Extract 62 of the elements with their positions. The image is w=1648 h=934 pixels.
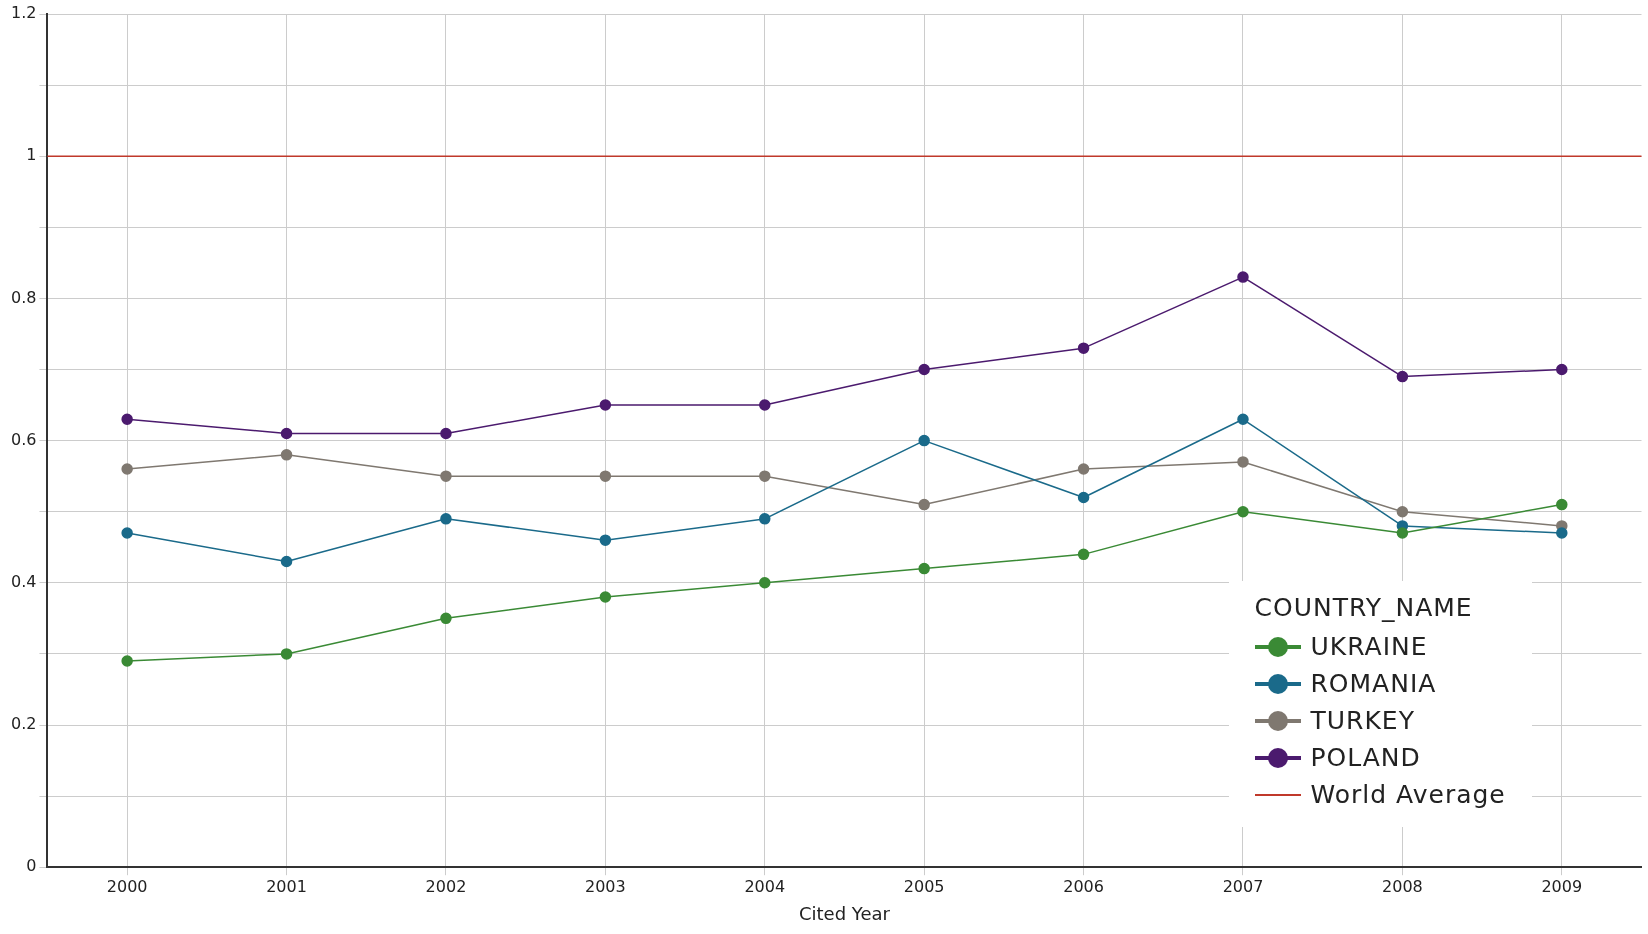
point — [918, 434, 930, 447]
legend-label: ROMANIA — [1310, 669, 1437, 699]
point — [121, 463, 133, 475]
point — [599, 399, 612, 411]
y-tick-label: 0 — [26, 856, 37, 876]
x-tick-label: 2001 — [266, 876, 307, 896]
y-tick-label: 1 — [26, 145, 37, 165]
point — [759, 513, 771, 525]
point — [440, 470, 452, 482]
point — [1237, 413, 1249, 426]
point — [1077, 463, 1090, 475]
point — [1556, 498, 1568, 511]
x-tick-label: 2002 — [425, 876, 467, 896]
point — [280, 555, 293, 568]
point — [1396, 505, 1409, 518]
point — [1396, 370, 1409, 383]
point — [1077, 548, 1090, 561]
point — [440, 612, 452, 625]
point — [280, 427, 293, 440]
point — [280, 648, 293, 660]
point — [1556, 363, 1568, 376]
x-tick-label: 2004 — [744, 876, 786, 896]
y-tick-label: 0.2 — [10, 714, 37, 734]
point — [280, 449, 293, 461]
point — [918, 498, 930, 511]
y-tick-label: 0.4 — [10, 571, 37, 591]
point — [599, 591, 612, 603]
point — [1396, 527, 1409, 539]
x-tick-label: 2003 — [585, 876, 626, 896]
point — [759, 577, 771, 589]
point — [599, 534, 612, 546]
point — [1077, 342, 1090, 354]
x-axis-title: Cited Year — [798, 902, 891, 924]
point — [759, 470, 771, 482]
legend-title: COUNTRY_NAME — [1254, 593, 1474, 623]
point — [121, 413, 133, 426]
point — [1237, 505, 1249, 518]
point — [918, 363, 930, 376]
point — [121, 527, 133, 539]
legend-label: World Average — [1310, 780, 1506, 810]
y-tick-label: 0.6 — [10, 429, 37, 449]
x-tick-label: 2008 — [1382, 876, 1423, 896]
point — [440, 513, 452, 525]
legend-label: UKRAINE — [1310, 632, 1428, 662]
legend-label: TURKEY — [1310, 706, 1415, 736]
x-tick-label: 2007 — [1222, 876, 1264, 896]
x-tick-label: 2006 — [1063, 876, 1104, 896]
point — [440, 427, 452, 440]
point — [759, 399, 771, 411]
point — [918, 562, 930, 575]
point — [121, 655, 133, 667]
point — [1237, 271, 1249, 283]
point — [1237, 456, 1249, 468]
x-tick-label: 2000 — [106, 876, 148, 896]
y-tick-label: 0.8 — [10, 287, 37, 307]
x-tick-label: 2005 — [903, 876, 945, 896]
x-tick-label: 2009 — [1541, 876, 1583, 896]
point — [1556, 527, 1568, 539]
legend-label: POLAND — [1310, 743, 1421, 773]
point — [1077, 491, 1090, 504]
y-tick-label: 1.2 — [10, 3, 37, 23]
point — [599, 470, 612, 482]
